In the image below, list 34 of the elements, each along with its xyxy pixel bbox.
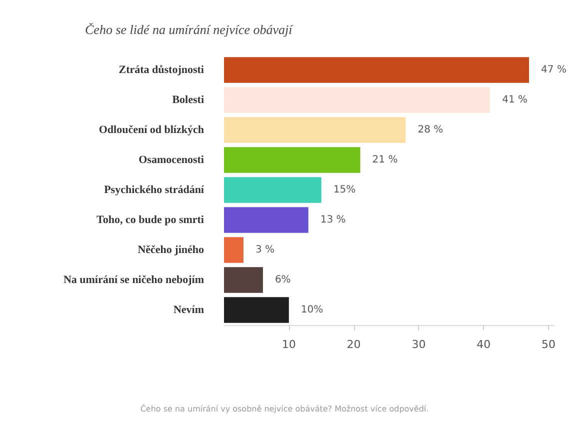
y-tick-label: Toho, co bude po smrti	[96, 214, 204, 226]
y-tick-label: Ztráta důstojnosti	[118, 64, 204, 76]
bar	[224, 267, 263, 293]
text: Čeho se na umírání vy osobně nejvíce obáváte? Možnost více odpovědí.	[140, 404, 429, 414]
data-label: 10%	[300, 304, 324, 316]
y-tick-label: Osamocenosti	[138, 154, 204, 166]
x-tick-label: 10	[282, 338, 296, 351]
data-label: 47 %	[541, 64, 566, 76]
data-label: 15%	[333, 184, 356, 196]
x-tick-label: 40	[476, 338, 491, 351]
data-label: 13 %	[320, 214, 346, 226]
data-label: 41 %	[502, 94, 528, 106]
y-tick-label: Něčeho jiného	[138, 244, 204, 256]
chart-title: Čeho se lidé na umírání nejvíce obávají	[85, 22, 294, 37]
bar	[224, 207, 308, 233]
data-label: 6%	[274, 274, 291, 286]
y-tick-label: Nevím	[173, 304, 204, 316]
bar	[224, 297, 289, 323]
bar	[224, 237, 244, 263]
bar	[224, 177, 322, 203]
bar	[224, 147, 360, 173]
data-label: 3 %	[255, 244, 275, 256]
x-tick-label: 50	[542, 338, 556, 351]
y-tick-label: Bolesti	[172, 94, 204, 106]
x-tick-label: 30	[412, 338, 426, 351]
y-tick-label: Psychického strádání	[104, 184, 205, 196]
bar	[224, 117, 406, 143]
bar	[224, 57, 530, 83]
data-label: 28 %	[418, 124, 444, 136]
x-tick-label: 20	[346, 338, 361, 351]
y-tick-label: Odloučení od blízkých	[98, 124, 204, 136]
y-tick-label: Na umírání se ničeho nebojím	[63, 274, 204, 286]
data-label: 21 %	[372, 154, 398, 166]
bar	[224, 87, 490, 113]
